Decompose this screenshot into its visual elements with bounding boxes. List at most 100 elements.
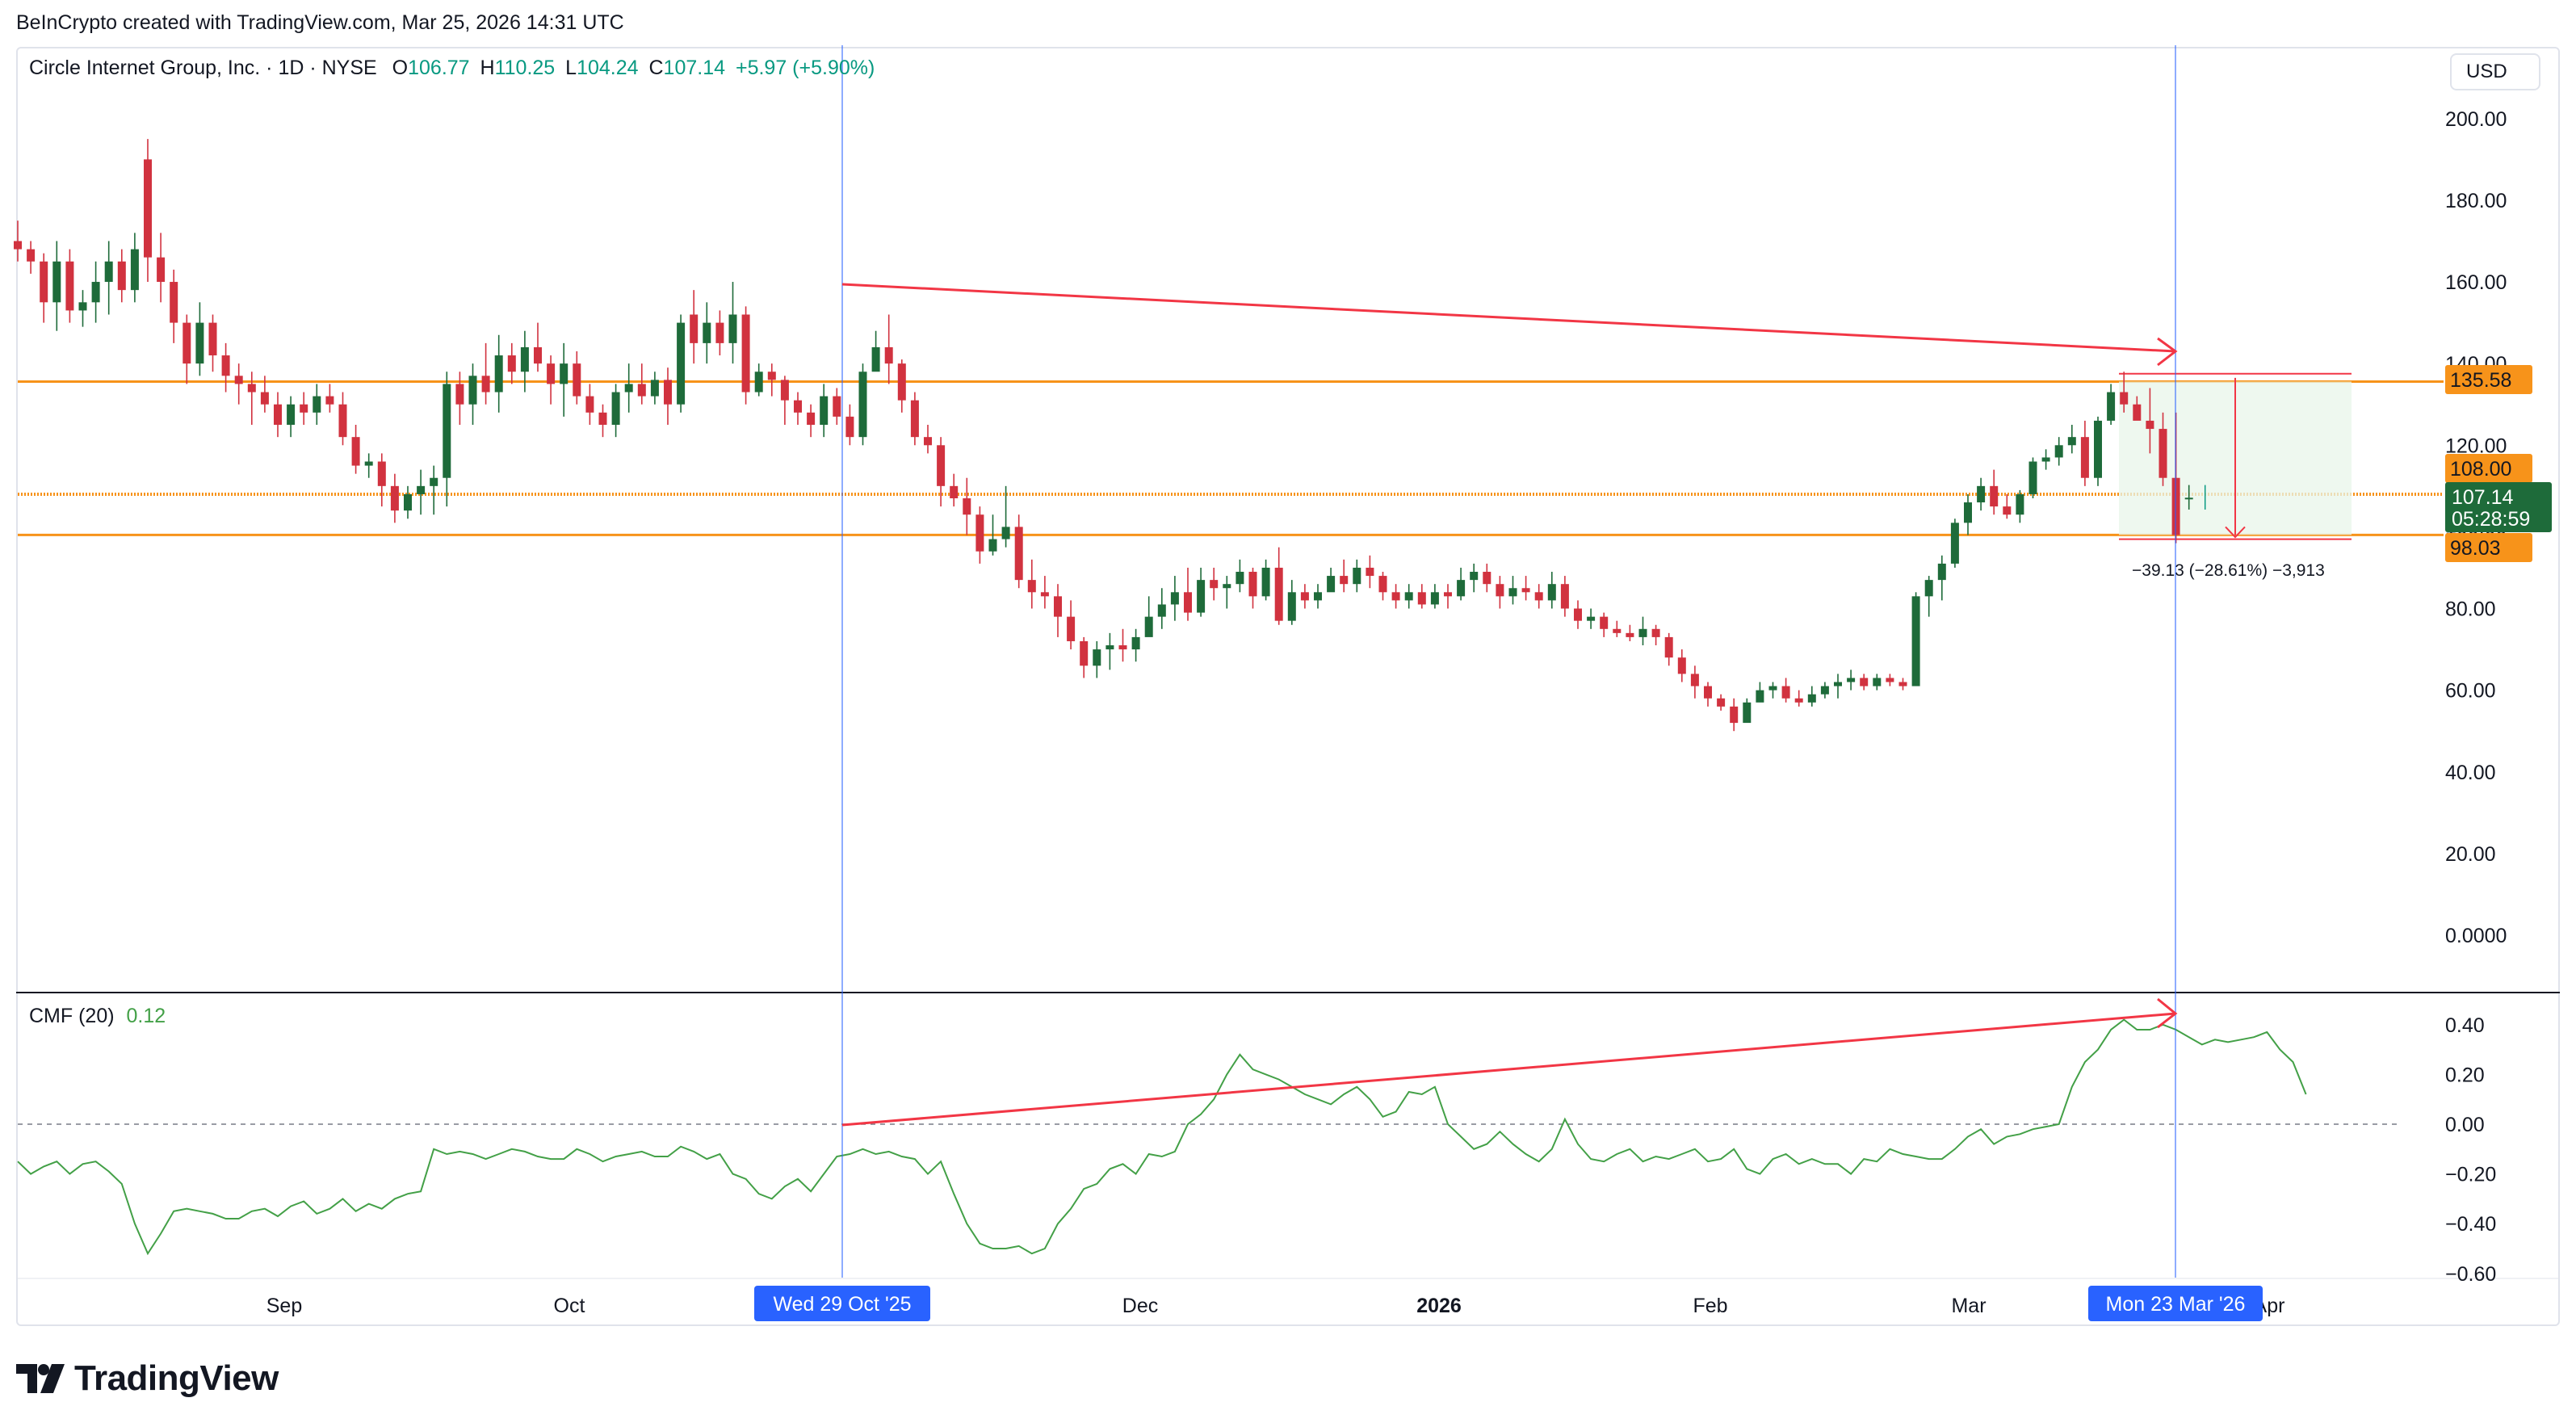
candle-body [1417, 592, 1426, 605]
price-axis-label: 40.00 [2445, 762, 2496, 784]
candle-body [897, 363, 906, 401]
chart-frame[interactable] [16, 47, 2560, 1326]
price-level-badge [2445, 533, 2532, 562]
candle-body [1184, 592, 1192, 613]
candle-body [1911, 596, 1920, 686]
cmf-trend-arrowhead [2157, 997, 2178, 1029]
price-level-badge-label: 135.58 [2450, 369, 2511, 392]
candle-body [690, 314, 699, 343]
candle-body [1170, 592, 1179, 605]
candle-body [845, 416, 854, 438]
candle-body [1574, 608, 1582, 621]
candle-body [975, 514, 984, 552]
candle-body [624, 384, 633, 392]
cmf-axis-label: −0.20 [2445, 1164, 2496, 1186]
candle-body [1547, 584, 1556, 601]
candle-body [40, 261, 48, 303]
symbol-title: Circle Internet Group, Inc. · 1D · NYSE [29, 57, 377, 79]
candle-body [507, 355, 516, 372]
cmf-legend[interactable]: CMF (20) 0.12 [29, 1005, 166, 1028]
candle-body [2133, 404, 2142, 421]
x-axis-label: Mar [1951, 1295, 1986, 1317]
candle-body [1314, 592, 1322, 601]
candle-body [1144, 616, 1153, 637]
candle-body [937, 445, 946, 486]
candle-body [221, 355, 230, 376]
candle-body [1404, 592, 1413, 601]
candle-body [247, 384, 256, 392]
candle-body [754, 371, 763, 392]
candle-body [2184, 497, 2193, 500]
price-level-badge [2445, 454, 2532, 483]
currency-button[interactable]: USD [2450, 53, 2540, 90]
x-axis-label: Sep [266, 1295, 302, 1317]
cmf-title: CMF (20) [29, 1005, 115, 1027]
candle-body [1820, 686, 1829, 695]
candle-body [1781, 686, 1790, 699]
low-value: 104.24 [577, 57, 639, 79]
cmf-trend-line [841, 1012, 2176, 1127]
candle-body [1093, 649, 1101, 666]
candle-body [1353, 567, 1361, 585]
candle-body [351, 437, 360, 466]
high-label: H [480, 57, 495, 79]
candle-body [2120, 392, 2129, 405]
candle-body [1457, 580, 1466, 597]
candle-body [1300, 592, 1309, 601]
change-value: +5.97 (+5.90%) [735, 57, 875, 79]
open-label: O [392, 57, 409, 79]
candle-body [1717, 698, 1726, 707]
candle-body [157, 257, 166, 283]
candle-body [2003, 506, 2012, 515]
price-axis-label: 200.00 [2445, 108, 2507, 131]
candle-body [1261, 567, 1270, 597]
cmf-axis-label: 0.40 [2445, 1014, 2485, 1037]
candle-body [637, 384, 646, 397]
candle-body [1730, 706, 1739, 724]
high-value: 110.25 [494, 57, 556, 79]
price-axis-label: 180.00 [2445, 190, 2507, 212]
candle-body [1027, 580, 1036, 593]
candle-body [1560, 584, 1569, 609]
cmf-axis-label: 0.00 [2445, 1114, 2485, 1136]
candle-body [170, 282, 178, 323]
candle-body [2094, 420, 2102, 478]
candle-body [573, 363, 581, 397]
tradingview-logo-icon [16, 1364, 65, 1393]
candle-body [1613, 628, 1622, 633]
x-axis-label: Oct [554, 1295, 585, 1317]
candle-body [195, 322, 204, 364]
candle-body [1054, 596, 1062, 617]
candle-body [455, 384, 464, 405]
candle-body [287, 404, 296, 425]
price-axis-label: 80.00 [2445, 598, 2496, 621]
candle-body [468, 376, 477, 405]
candle-body [300, 404, 308, 413]
candle-body [833, 396, 841, 417]
close-value: 107.14 [663, 57, 726, 79]
candle-body [1001, 527, 1010, 539]
candle-body [338, 404, 347, 438]
candle-body [1964, 502, 1972, 523]
candle-body [1521, 588, 1530, 593]
candle-body [443, 384, 451, 478]
symbol-legend[interactable]: Circle Internet Group, Inc. · 1D · NYSE … [29, 57, 875, 80]
candle-body [807, 412, 816, 425]
candle-body [364, 461, 373, 466]
cmf-layer [17, 1018, 2397, 1256]
candle-body [377, 461, 386, 486]
grid-layer [16, 992, 2560, 1279]
last-price-badge [2445, 482, 2552, 532]
candle-body [1378, 576, 1387, 593]
candle-body [1690, 674, 1699, 686]
candle-body [130, 249, 139, 291]
candle-body [585, 396, 594, 413]
candle-body [183, 322, 191, 364]
candle-body [1236, 572, 1244, 585]
candle-body [1391, 592, 1400, 601]
date-highlight-label: Mon 23 Mar '26 [2106, 1293, 2246, 1316]
candle-body [1067, 616, 1076, 641]
candle-body [1898, 682, 1907, 686]
candle-body [1248, 572, 1257, 597]
